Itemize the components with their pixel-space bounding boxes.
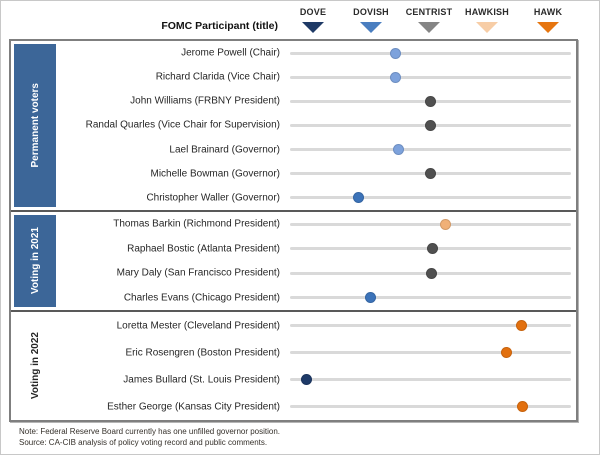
participant-row: Richard Clarida (Vice Chair) bbox=[11, 65, 576, 89]
participant-name: Michelle Bowman (Governor) bbox=[150, 168, 281, 180]
participant-name: Mary Daly (San Francisco President) bbox=[116, 267, 280, 279]
sidebar-permanent-voters: Permanent voters bbox=[14, 44, 56, 207]
participant-row: Charles Evans (Chicago President) bbox=[11, 286, 576, 311]
scale-item-hawk: HAWK bbox=[516, 7, 580, 33]
rows-container: Jerome Powell (Chair) Richard Clarida (Vi… bbox=[11, 41, 576, 210]
participant-name: Raphael Bostic (Atlanta President) bbox=[127, 243, 280, 255]
participant-name: Thomas Barkin (Richmond President) bbox=[113, 218, 280, 230]
participant-row: Lael Brainard (Governor) bbox=[11, 138, 576, 162]
stance-dot bbox=[515, 320, 527, 331]
rows-container: Thomas Barkin (Richmond President) Raphae… bbox=[11, 212, 576, 310]
stance-dot bbox=[424, 95, 436, 107]
note-line: Note: Federal Reserve Board currently ha… bbox=[19, 427, 281, 436]
scale-item-hawkish: HAWKISH bbox=[455, 7, 519, 33]
stance-dot bbox=[500, 347, 512, 358]
scale-item-dove: DOVE bbox=[281, 7, 345, 33]
scale-label: HAWKISH bbox=[465, 7, 509, 17]
stance-dot bbox=[392, 144, 404, 156]
participant-name: Loretta Mester (Cleveland President) bbox=[116, 320, 280, 331]
participant-row: Randal Quarles (Vice Chair for Supervisi… bbox=[11, 113, 576, 137]
stance-dot bbox=[439, 218, 451, 230]
dove-triangle-icon bbox=[302, 22, 324, 33]
stance-dot bbox=[300, 374, 312, 385]
stance-dot bbox=[426, 243, 438, 255]
participant-row: Raphael Bostic (Atlanta President) bbox=[11, 237, 576, 262]
stance-dot bbox=[364, 292, 376, 304]
stance-dot bbox=[352, 192, 364, 204]
hawk-triangle-icon bbox=[537, 22, 559, 33]
participant-name: Esther George (Kansas City President) bbox=[107, 401, 280, 412]
participant-row: Loretta Mester (Cleveland President) bbox=[11, 312, 576, 339]
scale-label: HAWK bbox=[533, 7, 563, 17]
participant-row: Eric Rosengren (Boston President) bbox=[11, 339, 576, 366]
participant-name: James Bullard (St. Louis President) bbox=[123, 374, 280, 385]
stance-dot bbox=[425, 267, 437, 279]
participant-name: Richard Clarida (Vice Chair) bbox=[155, 71, 280, 83]
participant-row: Mary Daly (San Francisco President) bbox=[11, 261, 576, 286]
participant-row: Christopher Waller (Governor) bbox=[11, 186, 576, 210]
section-voting-in-2021: Voting in 2021 Thomas Barkin (Richmond Pr… bbox=[11, 210, 576, 310]
participant-name: Jerome Powell (Chair) bbox=[181, 47, 280, 59]
stance-dot bbox=[424, 168, 436, 180]
participant-row: John Williams (FRBNY President) bbox=[11, 89, 576, 113]
participant-name: Christopher Waller (Governor) bbox=[146, 192, 280, 204]
hawkish-triangle-icon bbox=[476, 22, 498, 33]
participant-name: John Williams (FRBNY President) bbox=[130, 95, 280, 107]
dovish-triangle-icon bbox=[360, 22, 382, 33]
section-permanent-voters: Permanent voters Jerome Powell (Chair) Ric… bbox=[11, 41, 576, 210]
stance-track-line bbox=[290, 222, 571, 226]
source-line: Source: CA-CIB analysis of policy voting… bbox=[19, 438, 268, 447]
centrist-triangle-icon bbox=[418, 22, 440, 33]
stance-dot bbox=[389, 47, 401, 59]
stance-track-line bbox=[290, 378, 571, 381]
participant-name: Lael Brainard (Governor) bbox=[169, 144, 280, 156]
participant-name: Randal Quarles (Vice Chair for Supervisi… bbox=[85, 119, 280, 131]
participant-row: Michelle Bowman (Governor) bbox=[11, 162, 576, 186]
participant-name: Eric Rosengren (Boston President) bbox=[125, 347, 280, 358]
stance-track-line bbox=[290, 51, 571, 55]
stance-track-line bbox=[290, 405, 571, 408]
scale-label: DOVISH bbox=[353, 7, 389, 17]
stance-dot bbox=[389, 71, 401, 83]
stance-dot bbox=[516, 401, 528, 412]
stance-track-line bbox=[290, 148, 571, 152]
sidebar-voting-in-2021: Voting in 2021 bbox=[14, 215, 56, 307]
participant-row: Esther George (Kansas City President) bbox=[11, 393, 576, 420]
participant-column-header: FOMC Participant (title) bbox=[161, 20, 278, 32]
section-voting-in-2022: Voting in 2022 Loretta Mester (Cleveland … bbox=[11, 310, 576, 420]
scale-label: DOVE bbox=[299, 7, 327, 17]
footnotes: Note: Federal Reserve Board currently ha… bbox=[19, 426, 280, 448]
participant-row: James Bullard (St. Louis President) bbox=[11, 366, 576, 393]
participant-row: Thomas Barkin (Richmond President) bbox=[11, 212, 576, 237]
stance-track-line bbox=[290, 324, 571, 327]
participant-row: Jerome Powell (Chair) bbox=[11, 41, 576, 65]
scale-label: CENTRIST bbox=[405, 7, 453, 17]
scale-item-centrist: CENTRIST bbox=[397, 7, 461, 33]
stance-track-line bbox=[290, 351, 571, 354]
stance-track-line bbox=[290, 296, 571, 300]
participant-name: Charles Evans (Chicago President) bbox=[123, 292, 280, 304]
rows-container: Loretta Mester (Cleveland President) Eric… bbox=[11, 312, 576, 420]
chart-frame: Permanent voters Jerome Powell (Chair) Ric… bbox=[9, 39, 578, 422]
stance-dot bbox=[424, 119, 436, 131]
scale-item-dovish: DOVISH bbox=[339, 7, 403, 33]
stance-track-line bbox=[290, 75, 571, 79]
stance-track-line bbox=[290, 196, 571, 200]
